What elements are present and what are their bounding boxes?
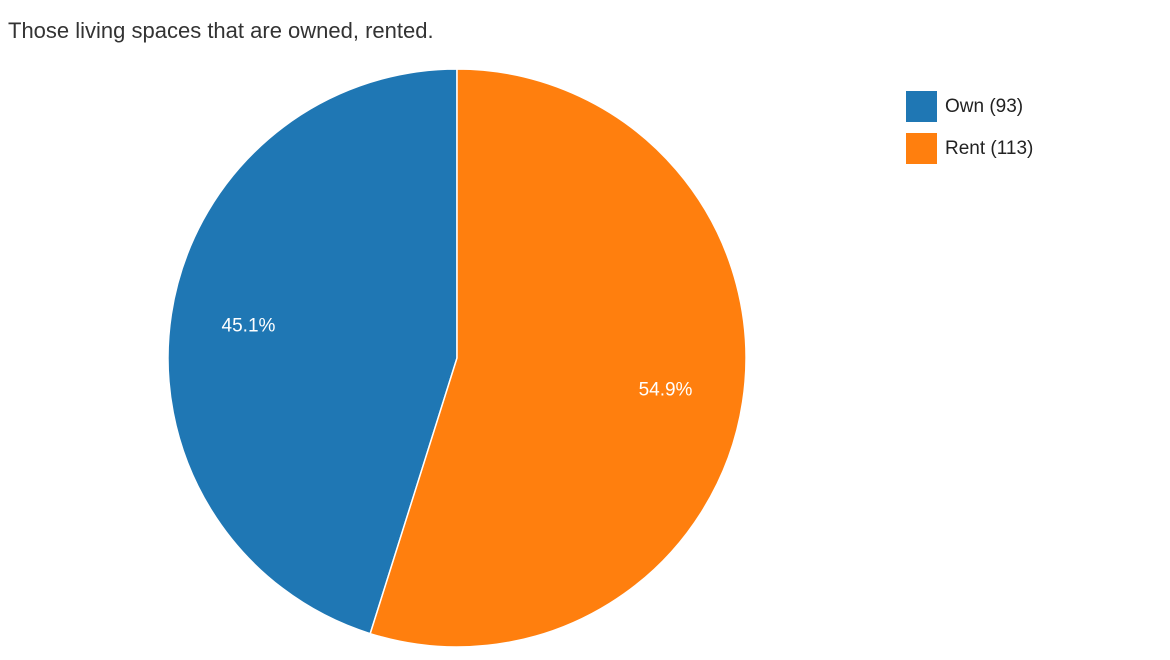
- legend-item-rent[interactable]: Rent (113): [906, 133, 1033, 164]
- pie-slice-rent[interactable]: [369, 68, 747, 648]
- legend-label-rent: Rent (113): [945, 137, 1034, 159]
- chart-title: Those living spaces that are owned, rent…: [8, 18, 434, 43]
- pie-label-rent: 54.9%: [639, 380, 693, 401]
- legend-item-own[interactable]: Own (93): [906, 91, 1033, 122]
- legend-label-own: Own (93): [945, 95, 1024, 117]
- pie-label-own: 45.1%: [222, 315, 276, 336]
- pie-slice-own[interactable]: [167, 68, 458, 635]
- legend-swatch-own: [906, 91, 937, 122]
- legend-swatch-rent: [906, 133, 937, 164]
- legend: Own (93) Rent (113): [906, 91, 1033, 175]
